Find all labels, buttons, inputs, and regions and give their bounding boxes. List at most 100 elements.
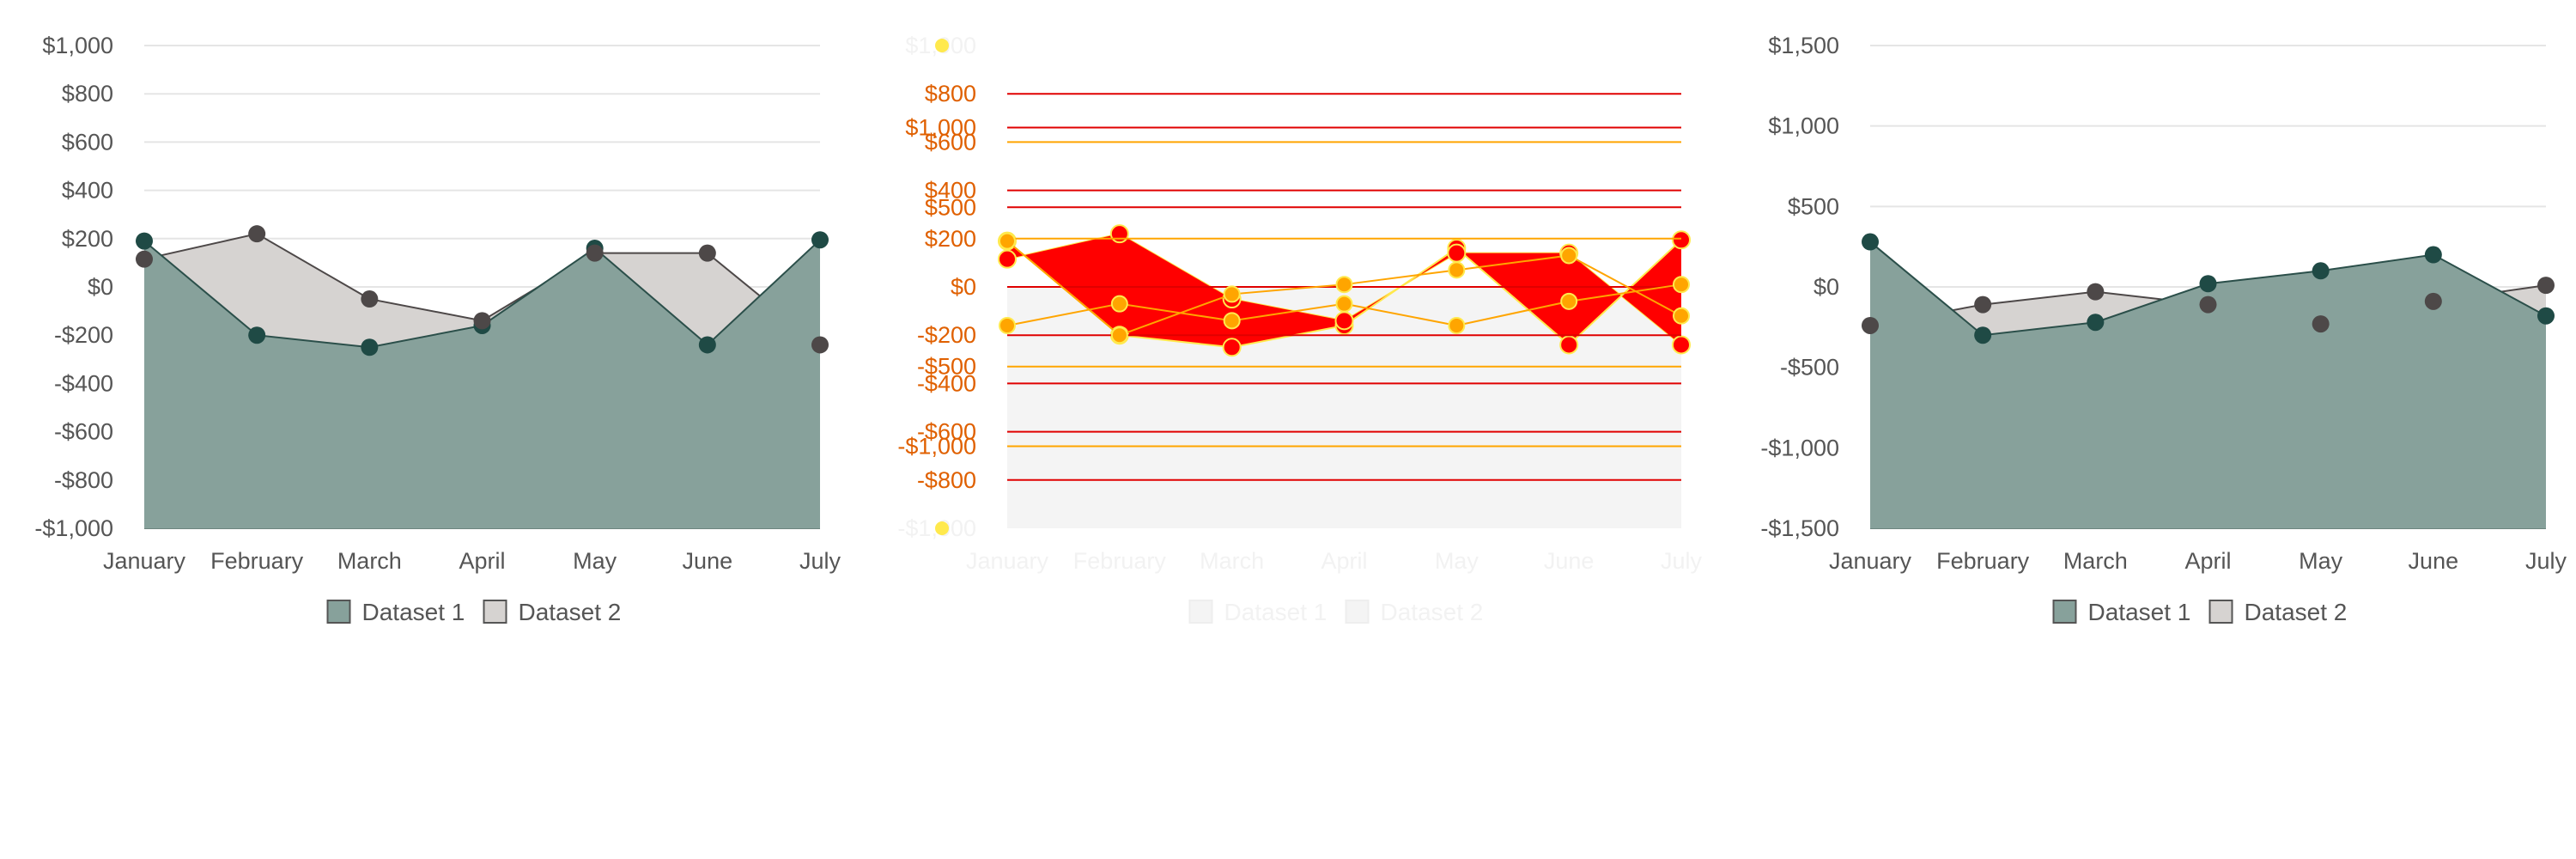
y-tick-label: -$600 xyxy=(917,419,976,445)
y-tick-label: $600 xyxy=(925,129,976,155)
point-dataset-2 xyxy=(2424,292,2442,310)
debug-tick-label: -$400 xyxy=(917,370,976,396)
debug-point xyxy=(999,316,1016,334)
legend-label-dataset-1: Dataset 1 xyxy=(1224,599,1327,625)
debug-point xyxy=(1560,247,1578,265)
debug-marker xyxy=(935,39,949,52)
y-tick-label: $800 xyxy=(62,81,113,107)
debug-tick-label: $500 xyxy=(925,194,976,220)
point-dataset-2 xyxy=(1447,243,1467,263)
y-tick-label: -$800 xyxy=(54,467,113,493)
debug-tick-label: $600 xyxy=(925,129,976,155)
y-tick-label: $0 xyxy=(951,274,976,300)
point-dataset-1 xyxy=(361,338,379,356)
debug-marker xyxy=(935,521,949,535)
point-dataset-1 xyxy=(248,326,266,344)
y-tick-label: $400 xyxy=(62,178,113,204)
y-tick-label: -$400 xyxy=(54,370,113,396)
point-dataset-1 xyxy=(1974,326,1992,344)
point-dataset-2 xyxy=(361,290,379,308)
debug-point xyxy=(1673,307,1690,325)
point-dataset-2 xyxy=(998,249,1017,269)
point-dataset-2 xyxy=(811,336,829,354)
area-dataset-1 xyxy=(144,240,820,528)
legend-label-dataset-2: Dataset 2 xyxy=(519,599,622,625)
x-tick-label: June xyxy=(1544,548,1595,574)
legend-swatch-dataset-2 xyxy=(1345,600,1370,624)
x-tick-label: July xyxy=(799,548,841,574)
debug-tick-label: $400 xyxy=(925,178,976,204)
chart-right: $1,500 $1,000 $500 $0 -$500 -$1,000 -$1,500 Jan… xyxy=(1760,33,2567,625)
point-dataset-1 xyxy=(1672,230,1691,250)
x-tick-label: April xyxy=(1321,548,1367,574)
point-dataset-2 xyxy=(136,250,153,268)
point-dataset-1 xyxy=(1222,338,1242,357)
debug-tick-label: -$200 xyxy=(917,322,976,348)
area-dataset-1 xyxy=(1870,241,2546,528)
debug-tick-label: $0 xyxy=(951,274,976,300)
point-dataset-1 xyxy=(2537,307,2555,325)
y-tick-label: -$500 xyxy=(1780,355,1839,381)
x-tick-label: July xyxy=(1661,548,1703,574)
y-tick-label: -$1,500 xyxy=(1760,515,1839,541)
y-tick-label: -$800 xyxy=(917,467,976,493)
debug-tick-label: -$800 xyxy=(917,467,976,493)
debug-tick-label: -$600 xyxy=(917,419,976,445)
chart-left: $1,000 $800 $600 $400 $200 $0 -$200 -$400 -$600 -… xyxy=(34,33,841,625)
point-dataset-2 xyxy=(2087,283,2105,301)
y-tick-label: $1,000 xyxy=(42,33,113,58)
point-dataset-1 xyxy=(698,336,716,354)
debug-point xyxy=(1673,276,1690,294)
legend-label-dataset-1: Dataset 1 xyxy=(362,599,465,625)
point-dataset-1 xyxy=(2424,246,2442,264)
point-dataset-2 xyxy=(586,244,604,262)
x-tick-label: January xyxy=(103,548,186,574)
point-dataset-2 xyxy=(248,225,266,243)
y-tick-label: -$1,000 xyxy=(1760,435,1839,460)
y-tick-label: $1,000 xyxy=(1768,113,1839,139)
debug-point xyxy=(1223,285,1241,303)
debug-point xyxy=(1560,292,1578,310)
y-tick-label: $200 xyxy=(925,226,976,252)
point-dataset-2 xyxy=(1862,316,1879,334)
legend-swatch-dataset-2 xyxy=(483,600,507,624)
legend-swatch-dataset-2 xyxy=(2208,600,2233,624)
x-tick-label: March xyxy=(337,548,402,574)
x-tick-label: May xyxy=(2299,548,2343,574)
legend-label-dataset-2: Dataset 2 xyxy=(1381,599,1484,625)
debug-point xyxy=(1335,276,1353,294)
x-tick-label: February xyxy=(1073,548,1167,574)
legend-label-dataset-1: Dataset 1 xyxy=(2088,599,2191,625)
point-dataset-1 xyxy=(2199,275,2217,293)
debug-point xyxy=(999,232,1016,250)
x-tick-label: April xyxy=(459,548,505,574)
y-tick-label: $500 xyxy=(1788,193,1839,219)
x-tick-label: May xyxy=(1435,548,1479,574)
legend-swatch-dataset-1 xyxy=(2052,600,2077,624)
y-tick-label: -$600 xyxy=(54,419,113,445)
y-tick-label: $0 xyxy=(1814,274,1839,300)
x-tick-label: February xyxy=(210,548,304,574)
debug-point xyxy=(1110,295,1128,313)
y-tick-label: $1,500 xyxy=(1768,33,1839,58)
y-tick-label: $400 xyxy=(925,178,976,204)
y-tick-label: -$400 xyxy=(917,370,976,396)
point-dataset-2 xyxy=(473,312,491,330)
y-tick-label: -$200 xyxy=(54,322,113,348)
y-tick-label: $200 xyxy=(62,226,113,252)
point-dataset-2 xyxy=(2199,295,2217,314)
point-dataset-1 xyxy=(2087,314,2105,332)
debug-tick-label: $200 xyxy=(925,226,976,252)
legend-label-dataset-2: Dataset 2 xyxy=(2245,599,2348,625)
x-tick-label: February xyxy=(1936,548,2030,574)
y-tick-label: $0 xyxy=(88,274,113,300)
point-dataset-2 xyxy=(1672,335,1691,355)
x-tick-label: June xyxy=(2409,548,2459,574)
debug-tick-label: -$1,000 xyxy=(897,433,976,459)
x-tick-label: May xyxy=(573,548,617,574)
point-dataset-1 xyxy=(811,231,829,249)
x-tick-label: January xyxy=(966,548,1049,574)
x-tick-label: July xyxy=(2525,548,2567,574)
area-dataset-2 xyxy=(144,234,820,348)
